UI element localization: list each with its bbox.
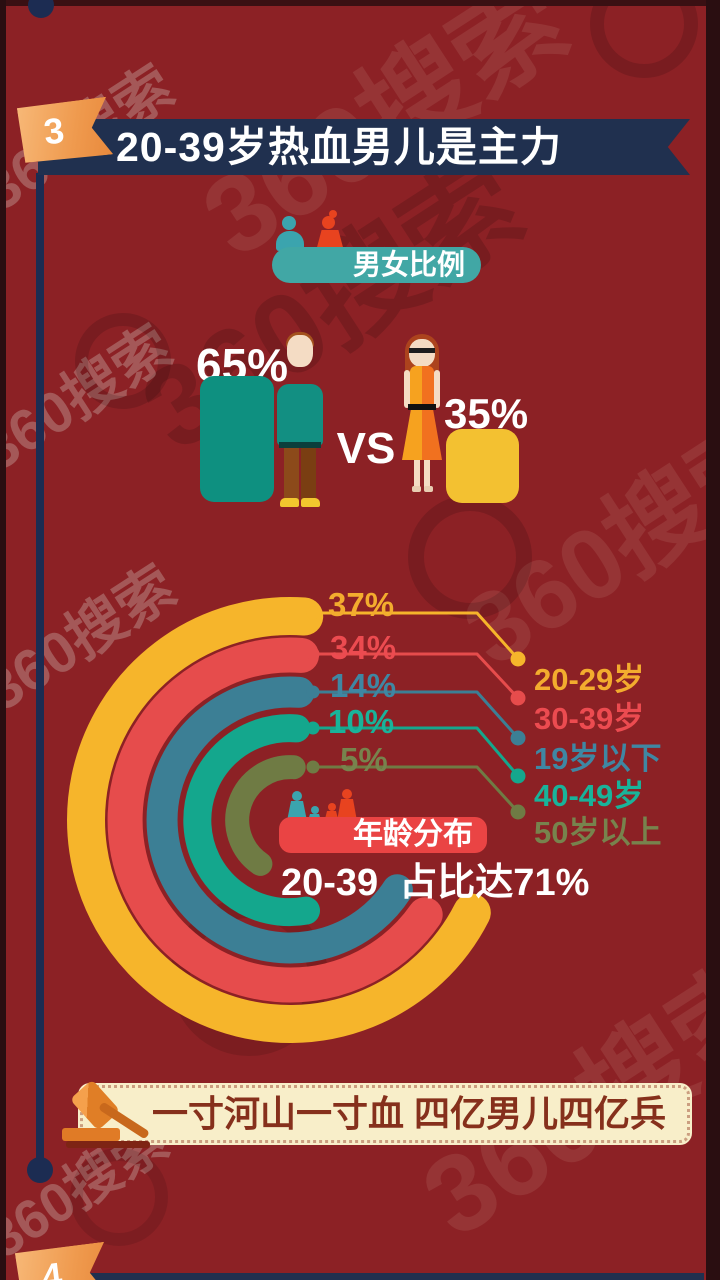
age-pct-20-29: 37%	[328, 586, 395, 623]
male-head	[287, 335, 313, 367]
female-shoe	[424, 486, 433, 492]
watermark-magnifier-ring	[590, 0, 698, 78]
age-label-40-49: 40-49岁	[534, 778, 645, 813]
gavel-icon-base-shadow	[66, 1141, 150, 1148]
family-adult-icon	[337, 799, 357, 821]
male-bar	[200, 376, 274, 502]
age-label-over-50: 50岁以上	[534, 815, 662, 850]
age-callout-lines	[306, 606, 526, 820]
timeline-top-dot	[28, 0, 54, 18]
gavel-icon-base	[62, 1128, 120, 1141]
female-icon	[316, 230, 344, 251]
female-arm	[404, 370, 410, 408]
male-shoe	[280, 498, 299, 507]
female-icon	[329, 210, 337, 218]
arc-over-50	[225, 755, 306, 876]
male-leg	[301, 448, 316, 500]
family-adult-icon	[292, 791, 302, 801]
female-arm	[434, 370, 440, 408]
female-head	[409, 339, 435, 367]
female-dress-top	[410, 366, 434, 408]
arc-30-39	[107, 637, 443, 1003]
quote-text: 一寸河山一寸血 四亿男儿四亿兵	[152, 1093, 667, 1134]
arc-under-19	[146, 676, 413, 964]
female-leg	[424, 460, 430, 488]
female-shoe	[412, 486, 421, 492]
female-icon	[322, 216, 335, 229]
gender-ratio-label: 男女比例	[272, 247, 481, 283]
female-skirt	[402, 410, 442, 460]
top-border	[0, 0, 720, 6]
age-pct-under-19: 14%	[330, 667, 397, 704]
family-child-icon	[328, 803, 336, 811]
section-title-banner: 20-39岁热血男儿是主力	[38, 119, 690, 175]
family-adult-icon	[342, 789, 352, 799]
age-distribution-label: 年龄分布	[279, 817, 487, 853]
section-number: 3	[41, 109, 67, 153]
section-title: 20-39岁热血男儿是主力	[116, 124, 562, 170]
right-border	[706, 0, 720, 1280]
family-child-icon	[311, 806, 319, 814]
male-leg	[284, 448, 299, 500]
age-pct-40-49: 10%	[328, 703, 395, 740]
next-section-number: 4	[39, 1254, 65, 1280]
next-section-banner-edge	[84, 1273, 704, 1280]
male-belt	[279, 442, 321, 448]
timeline-line	[36, 173, 44, 1169]
arc-40-49	[183, 714, 320, 927]
female-belt	[408, 404, 436, 410]
female-leg	[414, 460, 420, 488]
timeline-bottom-dot	[27, 1157, 53, 1183]
female-glasses	[409, 348, 435, 353]
male-icon	[276, 231, 304, 251]
quote-banner: 一寸河山一寸血 四亿男儿四亿兵	[78, 1083, 692, 1145]
male-shoe	[301, 498, 320, 507]
vs-label: VS	[336, 424, 396, 473]
female-bar	[446, 429, 519, 503]
watermark-magnifier-ring	[70, 1148, 168, 1246]
male-icon	[282, 216, 296, 230]
age-summary-text: 20-39 占比达71%	[281, 862, 590, 904]
age-label-20-29: 20-29岁	[534, 662, 645, 697]
female-figure	[400, 334, 444, 494]
watermark-360-search-text: 360搜索	[0, 313, 184, 484]
male-sweater	[277, 384, 323, 446]
watermark-magnifier-ring	[75, 313, 171, 409]
male-figure	[277, 332, 323, 508]
family-adult-icon	[287, 801, 307, 821]
age-label-30-39: 30-39岁	[534, 701, 645, 736]
age-label-under-19: 19岁以下	[534, 741, 662, 776]
age-pct-over-50: 5%	[340, 741, 388, 778]
age-distribution-arcs	[67, 597, 491, 1043]
quote-banner-dotted-edge	[80, 1085, 690, 1143]
arc-20-29	[67, 597, 491, 1043]
left-border	[0, 0, 6, 1280]
age-pct-30-39: 34%	[330, 629, 397, 666]
